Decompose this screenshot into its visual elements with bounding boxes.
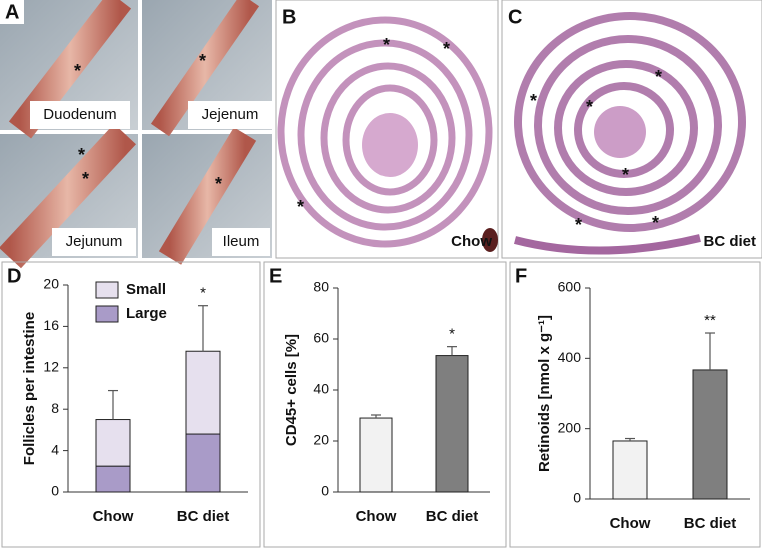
y-tick-label: 20 (313, 432, 329, 448)
asterisk: * (383, 35, 390, 55)
photo-grid: * * * * * Duodenum Jejenum Jejunum Ileum… (0, 0, 272, 269)
asterisk: * (443, 39, 450, 59)
intestine (0, 123, 136, 269)
asterisk: * (297, 197, 304, 217)
asterisk: * (199, 51, 206, 71)
x-tick-label: Chow (610, 515, 651, 532)
y-axis-label: CD45+ cells [%] (283, 334, 300, 446)
y-tick-label: 80 (313, 279, 329, 295)
asterisk: * (74, 61, 81, 81)
bar-segment (95, 465, 131, 493)
x-tick-label: BC diet (684, 515, 737, 532)
y-tick-label: 4 (51, 441, 59, 457)
label-box (30, 101, 130, 129)
panel-label: A (5, 1, 19, 23)
x-tick-label: Chow (356, 508, 397, 525)
y-tick-label: 200 (558, 419, 582, 435)
y-tick-label: 60 (313, 330, 329, 346)
bar-segment (185, 433, 221, 493)
asterisk: * (215, 174, 222, 194)
legend-label: Large (126, 305, 167, 322)
histology: * * * * * * C BC diet (501, 0, 762, 259)
y-tick-label: 0 (573, 490, 581, 506)
significance: * (449, 326, 455, 343)
x-tick-label: BC diet (177, 508, 230, 525)
tissue-core (594, 106, 646, 158)
photo-label: Ileum (223, 233, 260, 250)
label-box (212, 228, 270, 256)
section-label: Chow (451, 233, 492, 250)
bar (612, 440, 648, 500)
x-tick-label: BC diet (426, 508, 479, 525)
photo-label: Jejunum (66, 233, 123, 250)
panel-frame (509, 261, 761, 548)
panel-label: F (515, 265, 527, 287)
y-tick-label: 40 (313, 381, 329, 397)
histology: * * * B Chow (275, 0, 499, 259)
panel-frame (1, 261, 261, 548)
bar (435, 355, 469, 493)
x-tick-label: Chow (93, 508, 134, 525)
asterisk: * (622, 165, 629, 185)
tissue-spot (482, 228, 498, 252)
panel-label: B (282, 6, 296, 28)
tissue-core (362, 113, 418, 177)
y-tick-label: 0 (51, 483, 59, 499)
tissue-strip (513, 234, 701, 255)
bar (359, 417, 393, 493)
y-axis-label: Follicles per intestine (21, 312, 38, 465)
label-box (52, 228, 136, 256)
photo-label: Duodenum (43, 106, 116, 123)
y-tick-label: 400 (558, 349, 582, 365)
y-tick-label: 12 (43, 359, 59, 375)
y-tick-label: 8 (51, 400, 59, 416)
panel-label: C (508, 6, 522, 28)
asterisk: * (530, 91, 537, 111)
photo-label: Jejenum (202, 106, 259, 123)
legend-label: Small (126, 281, 166, 298)
asterisk: * (78, 145, 85, 165)
asterisk: * (655, 67, 662, 87)
asterisk: * (575, 215, 582, 235)
intestine (150, 0, 260, 137)
intestine (158, 127, 257, 265)
label-box (0, 0, 24, 24)
significance: * (200, 285, 206, 302)
legend-swatch (95, 281, 119, 299)
bar-segment (95, 419, 131, 467)
asterisk: * (82, 169, 89, 189)
label-box (188, 101, 272, 129)
y-tick-label: 600 (558, 279, 582, 295)
panel-label: E (269, 265, 282, 287)
significance: ** (704, 312, 716, 329)
legend-swatch (95, 305, 119, 323)
panel-label: D (7, 265, 21, 287)
bar-segment (185, 350, 221, 435)
asterisk: * (652, 213, 659, 233)
panel-frame (263, 261, 507, 548)
bar (692, 369, 728, 500)
section-label: BC diet (704, 233, 757, 250)
y-tick-label: 20 (43, 276, 59, 292)
y-tick-label: 0 (321, 483, 329, 499)
y-axis-label: Retinoids [nmol x g⁻¹] (536, 315, 553, 472)
asterisk: * (586, 97, 593, 117)
y-tick-label: 16 (43, 317, 59, 333)
